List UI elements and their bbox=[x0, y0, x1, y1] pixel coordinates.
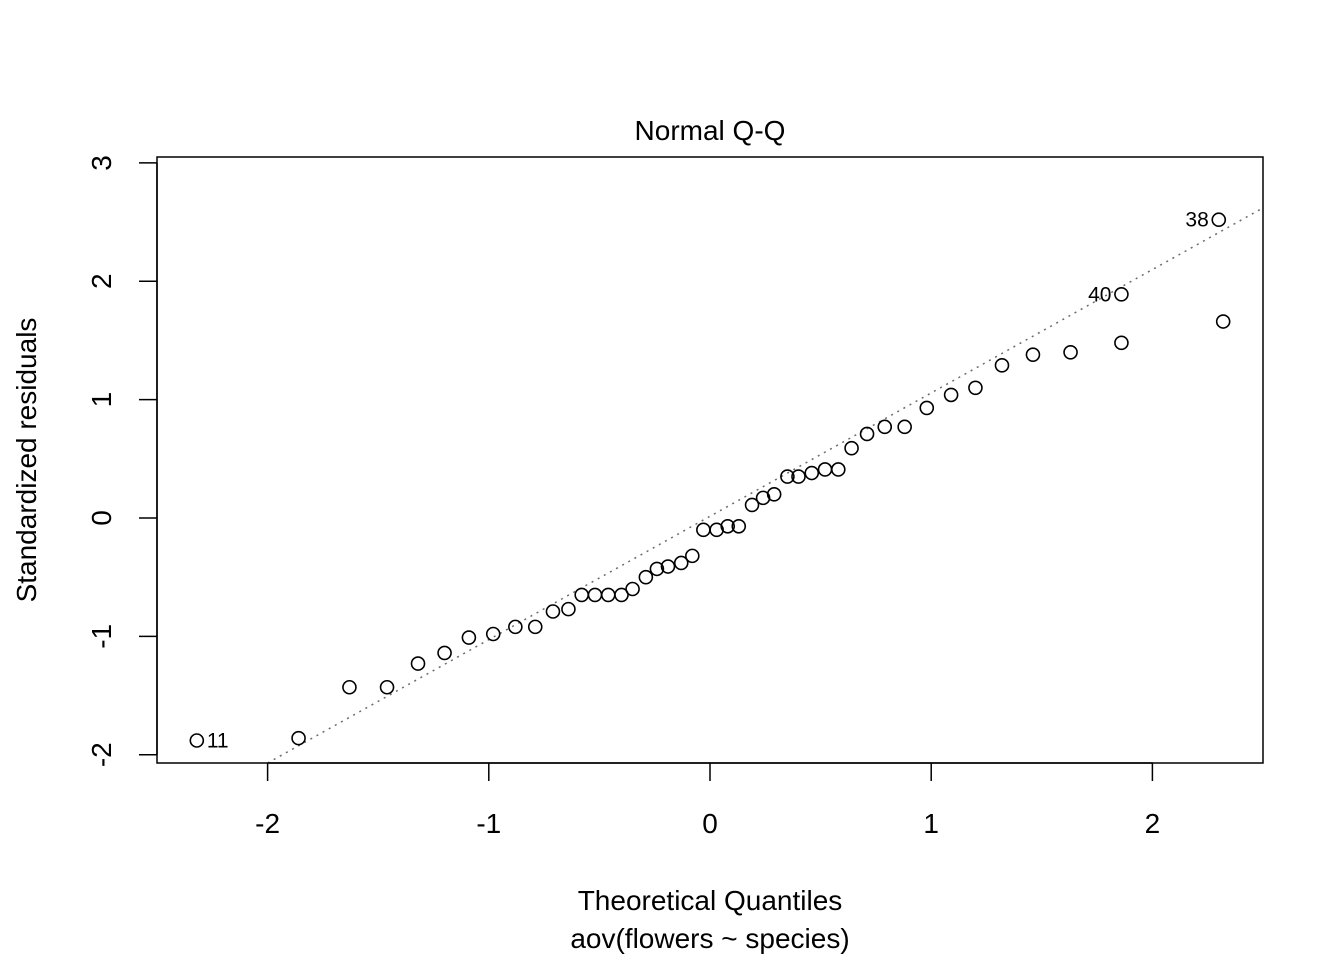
data-point bbox=[614, 587, 629, 603]
data-point bbox=[897, 419, 912, 435]
data-point bbox=[859, 426, 875, 442]
data-point bbox=[410, 656, 426, 671]
data-point bbox=[720, 518, 735, 534]
data-point bbox=[943, 387, 959, 403]
data-point bbox=[437, 645, 452, 661]
y-axis: -2 -1 0 1 2 3 bbox=[86, 155, 158, 767]
data-point bbox=[638, 569, 654, 585]
data-point bbox=[791, 469, 806, 484]
data-point bbox=[660, 559, 676, 574]
data-point bbox=[877, 419, 893, 435]
data-point bbox=[731, 518, 747, 534]
data-point bbox=[508, 619, 523, 635]
data-point bbox=[744, 497, 760, 513]
data-point bbox=[291, 730, 306, 746]
data-point bbox=[649, 561, 665, 577]
data-point bbox=[968, 380, 983, 396]
point-label: 11 bbox=[207, 730, 229, 753]
x-axis-subtitle: aov(flowers ~ species) bbox=[570, 923, 849, 954]
data-point bbox=[561, 601, 576, 617]
data-point bbox=[342, 679, 357, 695]
y-tick-label: -1 bbox=[86, 624, 117, 649]
data-point bbox=[830, 462, 846, 477]
x-tick-label: 1 bbox=[923, 808, 939, 839]
point-label: 40 bbox=[1088, 283, 1111, 306]
y-tick-label: 3 bbox=[86, 155, 117, 171]
reference-line bbox=[267, 207, 1264, 764]
data-point bbox=[994, 358, 1010, 373]
data-point bbox=[587, 587, 603, 603]
point-label: 38 bbox=[1185, 209, 1208, 232]
y-tick-label: 2 bbox=[86, 273, 117, 289]
x-tick-label: -2 bbox=[255, 808, 280, 839]
data-point bbox=[574, 587, 590, 603]
data-point bbox=[1211, 212, 1227, 228]
x-tick-label: 2 bbox=[1145, 808, 1161, 839]
data-point bbox=[844, 440, 859, 456]
y-tick-label: 1 bbox=[86, 392, 117, 408]
data-point bbox=[600, 587, 616, 603]
x-axis-title: Theoretical Quantiles bbox=[578, 885, 843, 916]
data-point bbox=[189, 733, 205, 748]
data-point bbox=[1114, 335, 1129, 351]
plot-frame bbox=[156, 156, 1264, 764]
data-points: 11 40 38 bbox=[189, 209, 1231, 753]
data-point bbox=[817, 462, 833, 477]
data-point bbox=[461, 630, 477, 645]
data-point bbox=[804, 465, 820, 481]
data-point bbox=[1114, 286, 1129, 302]
data-point bbox=[696, 522, 711, 538]
chart-title: Normal Q-Q bbox=[635, 115, 786, 146]
data-point bbox=[625, 581, 640, 597]
data-point bbox=[485, 626, 501, 642]
data-point bbox=[919, 400, 935, 416]
data-point bbox=[545, 604, 561, 619]
data-point bbox=[766, 487, 782, 502]
x-tick-label: 0 bbox=[702, 808, 718, 839]
data-point bbox=[379, 679, 395, 695]
data-point bbox=[673, 555, 689, 571]
data-point bbox=[527, 619, 543, 635]
data-point bbox=[1215, 314, 1231, 329]
data-point bbox=[685, 548, 700, 564]
x-axis: -2 -1 0 1 2 bbox=[255, 762, 1161, 839]
data-point bbox=[780, 469, 795, 484]
x-tick-label: -1 bbox=[476, 808, 501, 839]
y-tick-label: -2 bbox=[86, 742, 117, 767]
y-axis-title: Standardized residuals bbox=[11, 318, 42, 603]
y-tick-label: 0 bbox=[86, 510, 117, 526]
data-point bbox=[1025, 347, 1041, 362]
data-point bbox=[1063, 344, 1078, 360]
